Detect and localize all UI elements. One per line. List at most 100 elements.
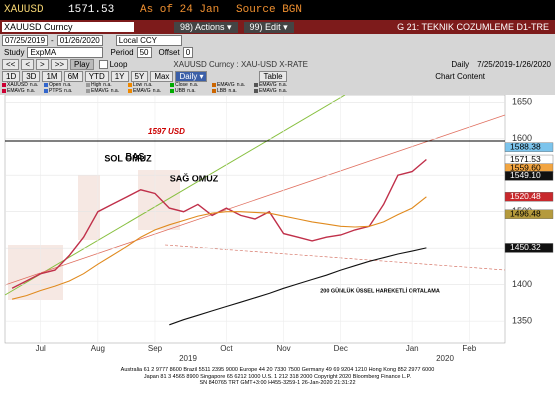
legend-item: Open n.a.: [44, 82, 86, 88]
legend-swatch: [212, 89, 216, 93]
x-tick-label: Aug: [91, 344, 105, 353]
series-line: [11, 158, 427, 289]
legend-item: LBB n.a.: [212, 88, 254, 94]
shoulder-box: [78, 175, 100, 240]
annotation: SAĞ OMUZ: [170, 172, 219, 183]
legend-swatch: [44, 83, 48, 87]
legend-name: EMAVG: [91, 88, 109, 94]
legend-name: Open: [49, 82, 62, 88]
offset-label: Offset: [158, 48, 180, 57]
actions-button[interactable]: 98) Actions ▾: [174, 21, 238, 33]
start-date[interactable]: 07/25/2019: [2, 35, 49, 46]
fwd-button[interactable]: >>: [50, 59, 69, 70]
legend-value: n.a.: [236, 82, 246, 88]
price-label-box: [504, 243, 554, 253]
period-tab[interactable]: 6M: [63, 71, 83, 82]
period[interactable]: 50: [136, 47, 152, 58]
trend-line: [164, 244, 506, 271]
prev-button[interactable]: <: [21, 59, 35, 70]
legend-value: n.a.: [26, 88, 36, 94]
frequency: Daily: [451, 60, 470, 69]
table-button[interactable]: Table: [259, 71, 287, 82]
period-tab[interactable]: 3D: [22, 71, 41, 82]
as-of: As of 24 Jan: [140, 4, 220, 16]
legend-name: Close: [175, 82, 188, 88]
legend-item: XAUUSD n.a.: [2, 82, 44, 88]
legend-swatch: [170, 89, 174, 93]
legend-name: EMAVG: [259, 88, 277, 94]
legend-item: UBB n.a.: [170, 88, 212, 94]
period-tab[interactable]: YTD: [84, 71, 109, 82]
header: XAUUSD 1571.53 As of 24 Jan Source BGN: [0, 0, 555, 20]
legend-value: n.a.: [189, 82, 199, 88]
y-tick-label: 1400: [512, 279, 532, 289]
security-input[interactable]: XAUUSD Curncy: [2, 22, 134, 32]
legend-row: XAUUSD n.a. Open n.a. High n.a. Low n.a. Close n.…: [2, 82, 302, 88]
legend-value: n.a.: [278, 82, 288, 88]
price-label: 1496.48: [510, 209, 541, 219]
legend-swatch: [2, 83, 6, 87]
legend-value: n.a.: [278, 88, 288, 94]
footer-line: Japan 81 3 4565 8900 Singapore 65 6212 1…: [143, 373, 412, 380]
x-tick-label: Feb: [462, 344, 476, 353]
play-button[interactable]: Play: [70, 59, 94, 70]
date-separator: -: [51, 36, 54, 45]
legend-value: n.a.: [187, 88, 196, 94]
date-row: 07/25/2019 - 01/26/2020 Local CCY: [0, 35, 555, 46]
period-label: Period: [110, 48, 134, 57]
price-label: 1571.53: [510, 154, 541, 164]
price-label-box: [504, 192, 554, 202]
currency[interactable]: Local CCY: [115, 35, 182, 46]
legend-value: n.a.: [64, 88, 73, 94]
legend-value: n.a.: [63, 82, 72, 88]
legend: XAUUSD n.a. Open n.a. High n.a. Low n.a. Close n.…: [2, 82, 302, 95]
legend-item: EMAVG n.a.: [212, 82, 254, 88]
back-button[interactable]: <<: [2, 59, 20, 70]
period-tab[interactable]: Max: [150, 71, 174, 82]
legend-value: n.a.: [29, 82, 39, 88]
loop-checkbox[interactable]: [98, 60, 108, 69]
y-tick-label: 1650: [512, 97, 532, 107]
next-button[interactable]: >: [36, 59, 49, 70]
chart-content[interactable]: Chart Content: [435, 72, 485, 81]
legend-name: EMAVG: [133, 88, 151, 94]
source: Source BGN: [236, 4, 303, 16]
period-tab[interactable]: 5Y: [130, 71, 149, 82]
trend-line: [4, 114, 506, 286]
period-tab[interactable]: 1Y: [110, 71, 129, 82]
study-row: Study ExpMA Period 50 Offset 0: [0, 47, 555, 58]
legend-swatch: [254, 83, 258, 87]
plot-frame: [4, 95, 506, 344]
edit-button[interactable]: 99) Edit ▾: [243, 21, 294, 33]
legend-item: EMAVG n.a.: [254, 82, 296, 88]
legend-swatch: [170, 83, 174, 87]
period-select[interactable]: Daily ▾: [175, 71, 208, 82]
year-label: 2019: [179, 354, 197, 363]
price-label: 1559.60: [510, 162, 541, 172]
annotation: 200 GÜNLÜK ÜSSEL HAREKETLİ ORTALAMA: [320, 287, 440, 294]
period-tab[interactable]: 1M: [42, 71, 62, 82]
tab-row: 1D 3D 1M 6M YTD 1Y 5Y Max Daily ▾ Table Chart C…: [0, 71, 555, 82]
period-tabs: 1D 3D 1M 6M YTD 1Y 5Y Max: [2, 71, 175, 82]
price-label: 1520.48: [510, 191, 541, 201]
legend-value: n.a.: [228, 88, 237, 94]
legend-swatch: [128, 89, 132, 93]
price-label-box: [504, 142, 554, 152]
trend-line: [4, 95, 346, 296]
legend-name: PTPS: [49, 88, 63, 94]
legend-swatch: [2, 89, 6, 93]
period-tab[interactable]: 1D: [2, 71, 21, 82]
chart: SOL OMUZ BAŞ SAĞ OMUZ 200 GÜNLÜK ÜSSEL H…: [0, 95, 555, 365]
loop-label: Loop: [109, 60, 128, 69]
study[interactable]: ExpMA: [27, 47, 104, 58]
page-title: G 21: TEKNIK COZUMLEME D1-TRE: [397, 22, 549, 32]
end-date[interactable]: 01/26/2020: [56, 35, 103, 46]
offset[interactable]: 0: [182, 47, 194, 58]
legend-row: EMAVG n.a. PTPS n.a. EMAVG n.a. EMAVG n.a. UBB n.…: [2, 88, 302, 94]
price-label-box: [504, 209, 554, 219]
legend-name: EMAVG: [259, 82, 277, 88]
legend-value: n.a.: [103, 82, 112, 88]
annotation: SOL OMUZ: [104, 153, 152, 163]
legend-name: EMAVG: [7, 88, 25, 94]
price: 1571.53: [68, 4, 115, 16]
